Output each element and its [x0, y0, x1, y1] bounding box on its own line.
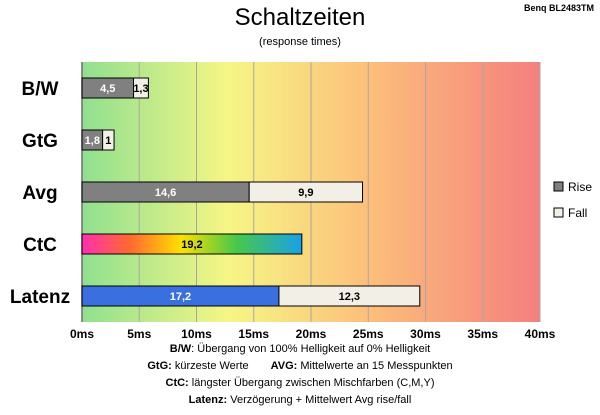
bar-fall-2 [248, 181, 364, 203]
data-label: 1,3 [133, 83, 148, 95]
category-label: CtC [23, 235, 57, 256]
data-label: 4,5 [100, 83, 115, 95]
bar-rise-3 [81, 233, 303, 255]
bars [81, 77, 421, 307]
x-tick-label: 25ms [353, 327, 384, 340]
data-label: 1 [105, 135, 111, 147]
x-tick-label: 5ms [127, 327, 151, 340]
bar-fall-0 [133, 77, 149, 99]
data-label: 1,8 [85, 135, 100, 147]
x-tick-label: 35ms [467, 327, 498, 340]
bar-fall-4 [278, 285, 421, 307]
legend: Rise Fall [553, 180, 592, 220]
response-time-chart: 4,5 1,3 1,8 1 14,6 9,9 19,2 17,2 12,3 B/W GtG Avg C… [10, 62, 592, 340]
category-label: GtG [22, 131, 58, 152]
data-label: 9,9 [298, 187, 313, 199]
x-tick-label: 20ms [296, 327, 327, 340]
bar-fall-1 [102, 129, 115, 151]
x-tick-label: 15ms [238, 327, 269, 340]
x-tick-label: 0ms [70, 327, 94, 340]
legend-label-rise: Rise [568, 180, 592, 194]
category-label: Avg [22, 183, 57, 204]
x-tick-label: 10ms [181, 327, 212, 340]
category-label: B/W [22, 79, 59, 100]
data-label: 17,2 [170, 291, 191, 303]
x-tick-label: 40ms [525, 327, 556, 340]
category-labels: B/W GtG Avg CtC Latenz [10, 79, 70, 308]
data-label: 12,3 [339, 291, 360, 303]
data-label: 14,6 [155, 187, 176, 199]
bar-labels: 4,5 1,3 1,8 1 14,6 9,9 19,2 17,2 12,3 [85, 83, 360, 303]
chart-title: Schaltzeiten [234, 4, 366, 31]
footer-line-3: CtC: längster Übergang zwischen Mischfar… [165, 377, 435, 389]
monitor-label: Benq BL2483TM [523, 3, 594, 13]
category-label: Latenz [10, 287, 70, 308]
x-tick-label: 30ms [410, 327, 441, 340]
data-label: 19,2 [181, 239, 202, 251]
legend-swatch-rise [553, 181, 564, 192]
footer-line-2: GtG: kürzeste Werte AVG: Mittelwerte an 1… [147, 360, 453, 372]
x-axis-ticks: 0ms 5ms 10ms 15ms 20ms 25ms 30ms 35ms 40ms [70, 327, 556, 340]
footer-line-1: B/W: Übergang von 100% Helligkeit auf 0%… [169, 343, 431, 355]
legend-swatch-fall [553, 207, 564, 218]
footer-line-4: Latenz: Verzögerung + Mittelwert Avg ris… [188, 394, 412, 406]
legend-label-fall: Fall [568, 206, 587, 220]
chart-subtitle: (response times) [259, 36, 341, 48]
